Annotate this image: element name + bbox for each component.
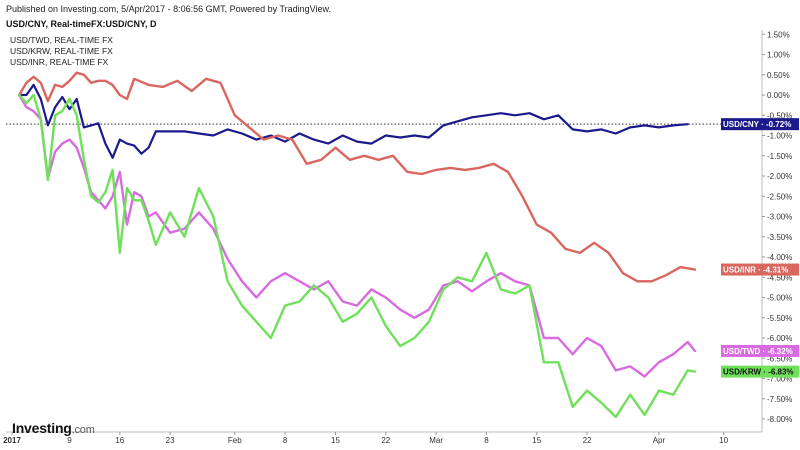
x-tick-label: 15 <box>331 436 340 445</box>
chart-title: USD/CNY, Real-timeFX:USD/CNY, D <box>6 19 157 29</box>
price-label-usd-twd: USD/TWD · -6.32% <box>721 344 799 357</box>
logo-domain: .com <box>71 424 95 436</box>
x-tick-label: 8 <box>283 436 288 445</box>
published-info: Published on Investing.com, 5/Apr/2017 -… <box>6 4 332 14</box>
y-tick-label: -1.00% <box>767 132 792 141</box>
legend-item-twd: USD/TWD, REAL-TIME FX <box>10 35 113 45</box>
y-tick-label: -5.00% <box>767 294 792 303</box>
price-label-text: USD/INR · -4.31% <box>723 266 788 275</box>
y-tick-label: -3.50% <box>767 233 792 242</box>
price-label-box <box>721 263 799 276</box>
x-tick-label: 16 <box>115 436 124 445</box>
y-tick-label: -4.00% <box>767 253 792 262</box>
y-tick-label: 1.00% <box>767 51 790 60</box>
y-tick-label: -3.00% <box>767 213 792 222</box>
x-tick-label: Apr <box>653 436 666 445</box>
y-tick-label: 0.00% <box>767 91 790 100</box>
legend: USD/TWD, REAL-TIME FX USD/KRW, REAL-TIME… <box>10 35 113 68</box>
price-label-usd-cny: USD/CNY · -0.72% <box>721 118 799 131</box>
price-label-box <box>721 344 799 357</box>
x-tick-label: 2017 <box>3 436 21 445</box>
x-tick-label: 9 <box>67 436 72 445</box>
x-tick-label: 22 <box>381 436 390 445</box>
y-tick-label: 1.50% <box>767 30 790 39</box>
price-label-text: USD/TWD · -6.32% <box>723 347 793 356</box>
price-label-box <box>721 118 799 131</box>
x-tick-label: 15 <box>532 436 541 445</box>
y-tick-label: -1.50% <box>767 152 792 161</box>
price-label-usd-krw: USD/KRW · -6.83% <box>721 365 799 378</box>
price-label-text: USD/KRW · -6.83% <box>723 368 794 377</box>
price-label-text: USD/CNY · -0.72% <box>723 120 791 129</box>
x-tick-label: 8 <box>484 436 489 445</box>
y-tick-label: -6.00% <box>767 334 792 343</box>
y-tick-label: -6.50% <box>767 354 792 363</box>
y-tick-label: -0.50% <box>767 111 792 120</box>
y-tick-label: -4.50% <box>767 273 792 282</box>
legend-item-krw: USD/KRW, REAL-TIME FX <box>10 46 113 56</box>
logo-main: Investing <box>12 420 72 436</box>
price-label-box <box>721 365 799 378</box>
y-tick-label: -2.00% <box>767 172 792 181</box>
y-tick-label: -5.50% <box>767 314 792 323</box>
investing-logo: Investing.com <box>12 420 95 436</box>
x-tick-label: Feb <box>228 436 242 445</box>
y-tick-label: -7.50% <box>767 395 792 404</box>
x-tick-label: 22 <box>583 436 592 445</box>
x-tick-label: 10 <box>719 436 728 445</box>
price-label-usd-inr: USD/INR · -4.31% <box>721 263 799 276</box>
y-tick-label: -7.00% <box>767 375 792 384</box>
x-tick-label: 23 <box>166 436 175 445</box>
y-tick-label: -8.00% <box>767 415 792 424</box>
series-line-usd-cny <box>18 83 689 159</box>
legend-item-inr: USD/INR, REAL-TIME FX <box>10 57 109 67</box>
series-line-usd-inr <box>18 71 697 283</box>
y-tick-label: -2.50% <box>767 192 792 201</box>
y-tick-label: 0.50% <box>767 71 790 80</box>
x-tick-label: Mar <box>429 436 443 445</box>
series-line-usd-krw <box>18 93 697 419</box>
